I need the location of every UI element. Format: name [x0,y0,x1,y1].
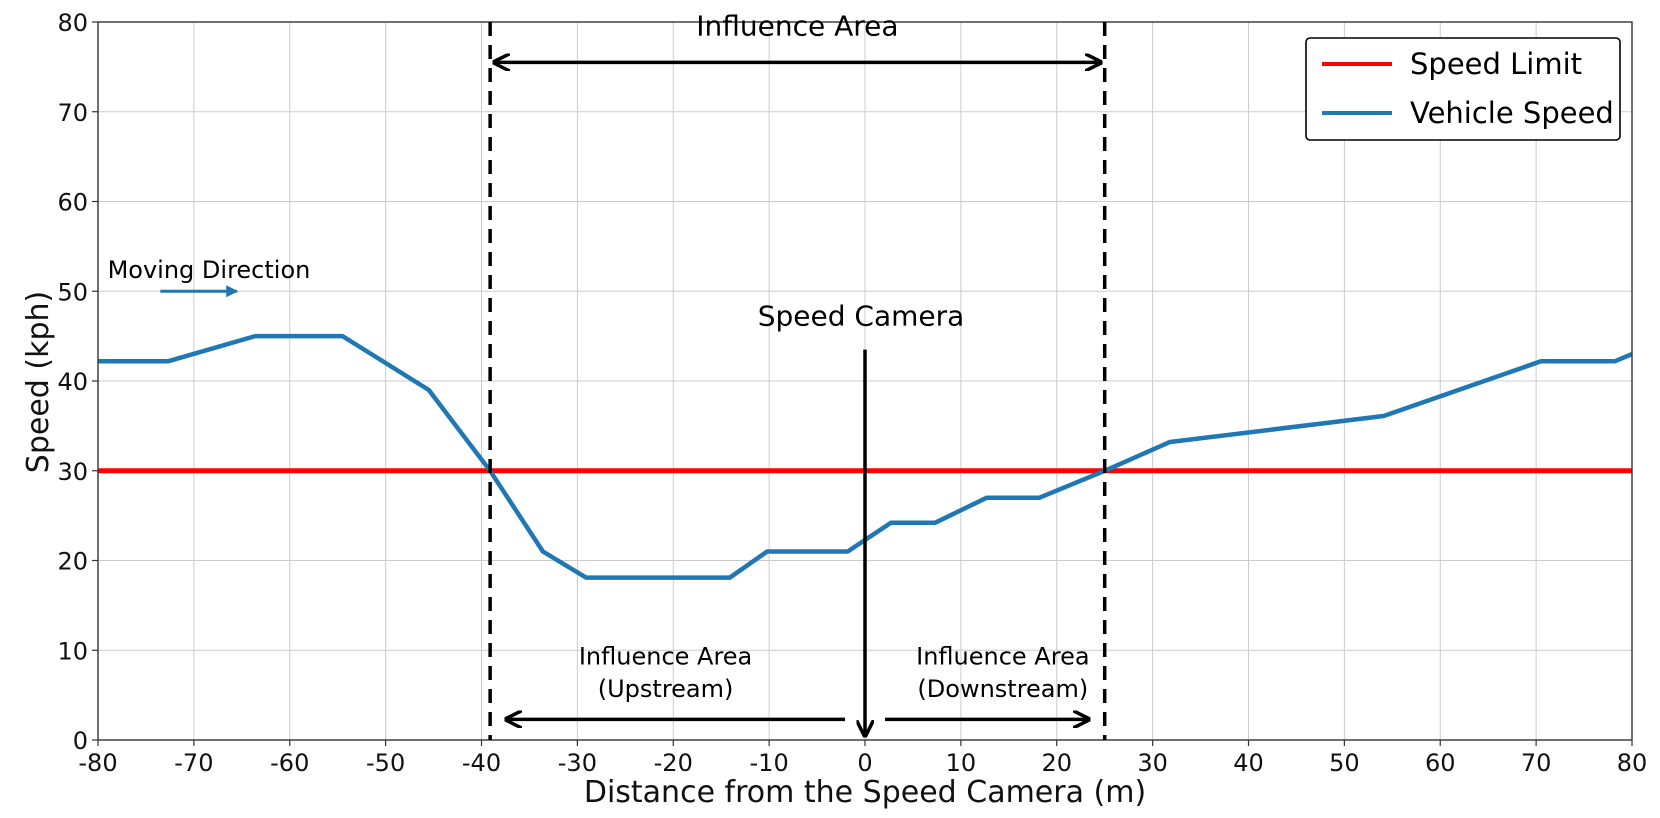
y-tick-label: 20 [57,548,88,576]
x-axis-label: Distance from the Speed Camera (m) [584,775,1146,810]
x-tick-label: -70 [174,749,213,777]
legend-label-vehicle-speed: Vehicle Speed [1410,96,1614,130]
downstream-label-line2: (Downstream) [917,675,1088,703]
moving-direction-label: Moving Direction [108,256,311,284]
x-tick-label: 10 [946,749,977,777]
y-tick-label: 40 [57,368,88,396]
x-tick-label: 50 [1329,749,1360,777]
upstream-label-line1: Influence Area [579,643,752,671]
x-tick-label: -80 [78,749,117,777]
downstream-label-line1: Influence Area [916,643,1089,671]
x-tick-label: -40 [462,749,501,777]
legend-label-speed-limit: Speed Limit [1410,47,1582,81]
influence-area-label: Influence Area [696,9,898,42]
x-tick-label: -30 [558,749,597,777]
annotations: Influence Area Speed Camera Influence Ar… [108,9,1107,740]
x-tick-label: -20 [654,749,693,777]
ticks: -80 -70 -60 -50 -40 -30 -20 -10 0 10 20 30 40 50 60 70 8… [57,9,1647,777]
x-tick-label: -60 [270,749,309,777]
series-line-vehicle-speed [98,333,1632,580]
y-tick-label: 30 [57,458,88,486]
speed-camera-label: Speed Camera [758,299,965,332]
x-tick-label: 20 [1041,749,1072,777]
upstream-label-line2: (Upstream) [598,675,734,703]
x-tick-label: -50 [366,749,405,777]
y-tick-label: 0 [73,727,88,755]
x-tick-label: 80 [1617,749,1648,777]
legend: Speed Limit Vehicle Speed [1305,37,1621,141]
x-tick-label: 70 [1521,749,1552,777]
x-tick-label: 40 [1233,749,1264,777]
x-tick-label: 0 [857,749,872,777]
y-axis-label: Speed (kph) [21,291,56,473]
y-tick-label: 60 [57,189,88,217]
x-tick-label: 30 [1137,749,1168,777]
y-tick-label: 70 [57,99,88,127]
y-tick-label: 10 [57,637,88,665]
x-tick-label: 60 [1425,749,1456,777]
y-tick-label: 80 [57,9,88,37]
x-tick-label: -10 [750,749,789,777]
y-tick-label: 50 [57,278,88,306]
